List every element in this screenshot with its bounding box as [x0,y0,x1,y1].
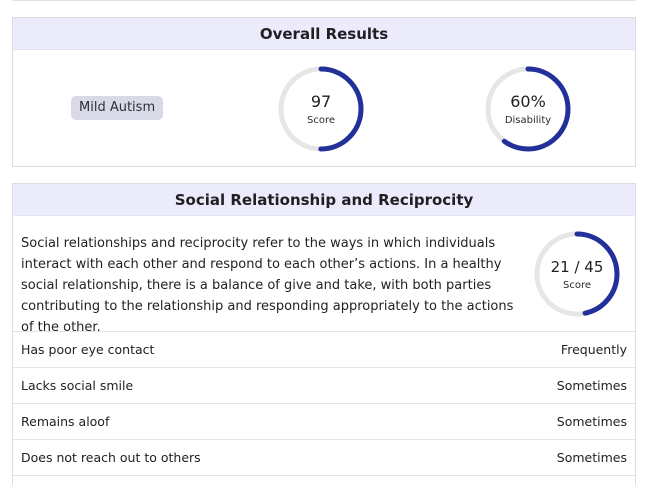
behavior-row: Remains aloof Sometimes [13,404,635,440]
social-score-ring: 21 / 45 Score [531,228,623,320]
behavior-row: Has poor eye contact Frequently [13,332,635,368]
disability-ring: 60% Disability [482,63,574,155]
social-relationship-card: Social Relationship and Reciprocity Soci… [12,183,636,485]
behavior-row: Does not reach out to others Sometimes [13,440,635,476]
score-value: 97 [310,92,332,111]
score-label: Score [306,115,335,126]
behavior-label: Does not reach out to others [21,450,201,465]
score-ring: 97 Score [275,63,367,155]
behavior-label: Lacks social smile [21,378,134,393]
disability-ring-graphic [485,66,571,152]
behavior-frequency: Sometimes [556,378,627,393]
behavior-frequency: Sometimes [556,414,627,429]
disability-label: Disability [504,115,552,126]
social-score-value: 21 / 45 [550,258,604,276]
behavior-frequency: Sometimes [556,450,627,465]
social-description: Social relationships and reciprocity ref… [21,236,514,335]
severity-badge: Mild Autism [71,96,164,120]
overall-results-card: Overall Results Mild Autism 97 Score 60%… [12,17,636,167]
behavior-label: Has poor eye contact [21,342,155,357]
social-section-title: Social Relationship and Reciprocity [13,184,635,216]
behavior-row: Lacks social smile Sometimes [13,368,635,404]
disability-value: 60% [510,92,546,111]
social-score-ring-graphic [534,231,620,317]
top-divider [12,0,636,1]
score-ring-graphic [278,66,364,152]
overall-results-title: Overall Results [13,18,635,50]
social-score-label: Score [562,280,591,291]
behavior-label: Remains aloof [21,414,110,429]
behavior-frequency: Frequently [560,342,627,357]
